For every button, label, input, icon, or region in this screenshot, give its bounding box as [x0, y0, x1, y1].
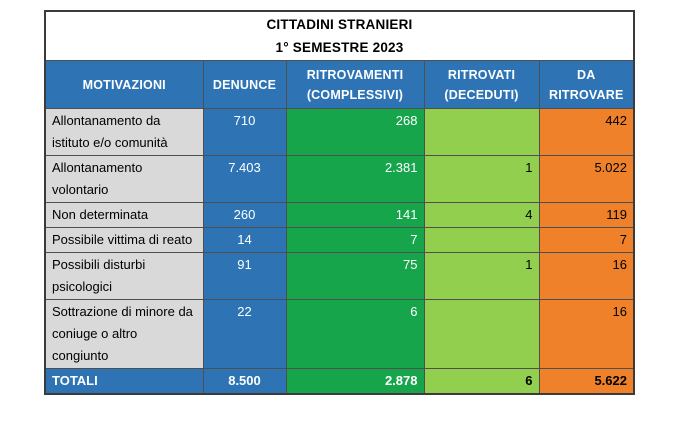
- motivazione-cell: Allontanamento da istituto e/o comunità: [44, 108, 204, 156]
- motivazione-cell: Allontanamento volontario: [44, 155, 204, 203]
- ritrovamenti-cell: 75: [285, 252, 425, 300]
- table-title-line1: CITTADINI STRANIERI: [266, 17, 413, 32]
- da-ritrovare-cell: 442: [538, 108, 635, 156]
- table-title-line2: 1° SEMESTRE 2023: [275, 40, 404, 55]
- totals-ritrovamenti-cell: 2.878: [285, 368, 425, 395]
- cittadini-stranieri-table: CITTADINI STRANIERI 1° SEMESTRE 2023 MOT…: [44, 10, 635, 395]
- table-row: Possibile vittima di reato 14 7 7: [44, 227, 635, 253]
- ritrovati-cell: [423, 299, 540, 369]
- table-row: Non determinata 260 141 4 119: [44, 202, 635, 228]
- table-title: CITTADINI STRANIERI 1° SEMESTRE 2023: [44, 10, 635, 61]
- denunce-cell: 91: [202, 252, 287, 300]
- totals-ritrovati-cell: 6: [423, 368, 540, 395]
- title-row: CITTADINI STRANIERI 1° SEMESTRE 2023: [44, 10, 635, 61]
- ritrovamenti-cell: 141: [285, 202, 425, 228]
- column-header-denunce: DENUNCE: [202, 60, 287, 109]
- ritrovamenti-cell: 7: [285, 227, 425, 253]
- da-ritrovare-cell: 5.022: [538, 155, 635, 203]
- ritrovati-cell: 1: [423, 155, 540, 203]
- table-row: Allontanamento volontario 7.403 2.381 1 5.02…: [44, 155, 635, 203]
- totals-row: TOTALI 8.500 2.878 6 5.622: [44, 368, 635, 395]
- column-header-ritrovamenti-complessivi: RITROVAMENTI (COMPLESSIVI): [285, 60, 425, 109]
- ritrovati-cell: [423, 227, 540, 253]
- denunce-cell: 710: [202, 108, 287, 156]
- da-ritrovare-cell: 16: [538, 252, 635, 300]
- table-row: Allontanamento da istituto e/o comunità 7…: [44, 108, 635, 156]
- totals-denunce-cell: 8.500: [202, 368, 287, 395]
- ritrovati-cell: 4: [423, 202, 540, 228]
- column-header-motivazioni: MOTIVAZIONI: [44, 60, 204, 109]
- denunce-cell: 260: [202, 202, 287, 228]
- motivazione-cell: Possibile vittima di reato: [44, 227, 204, 253]
- table-row: Sottrazione di minore da coniuge o altro…: [44, 299, 635, 369]
- column-header-ritrovati-deceduti: RITROVATI (DECEDUTI): [423, 60, 540, 109]
- totals-da-ritrovare-cell: 5.622: [538, 368, 635, 395]
- motivazione-cell: Possibili disturbi psicologici: [44, 252, 204, 300]
- ritrovamenti-cell: 268: [285, 108, 425, 156]
- table-row: Possibili disturbi psicologici 91 75 1 16: [44, 252, 635, 300]
- motivazione-cell: Sottrazione di minore da coniuge o altro…: [44, 299, 204, 369]
- denunce-cell: 7.403: [202, 155, 287, 203]
- ritrovamenti-cell: 2.381: [285, 155, 425, 203]
- header-row: MOTIVAZIONI DENUNCE RITROVAMENTI (COMPLE…: [44, 60, 635, 109]
- da-ritrovare-cell: 16: [538, 299, 635, 369]
- denunce-cell: 22: [202, 299, 287, 369]
- da-ritrovare-cell: 7: [538, 227, 635, 253]
- ritrovati-cell: 1: [423, 252, 540, 300]
- da-ritrovare-cell: 119: [538, 202, 635, 228]
- motivazione-cell: Non determinata: [44, 202, 204, 228]
- column-header-da-ritrovare: DA RITROVARE: [538, 60, 635, 109]
- ritrovamenti-cell: 6: [285, 299, 425, 369]
- ritrovati-cell: [423, 108, 540, 156]
- denunce-cell: 14: [202, 227, 287, 253]
- totals-label: TOTALI: [44, 368, 204, 395]
